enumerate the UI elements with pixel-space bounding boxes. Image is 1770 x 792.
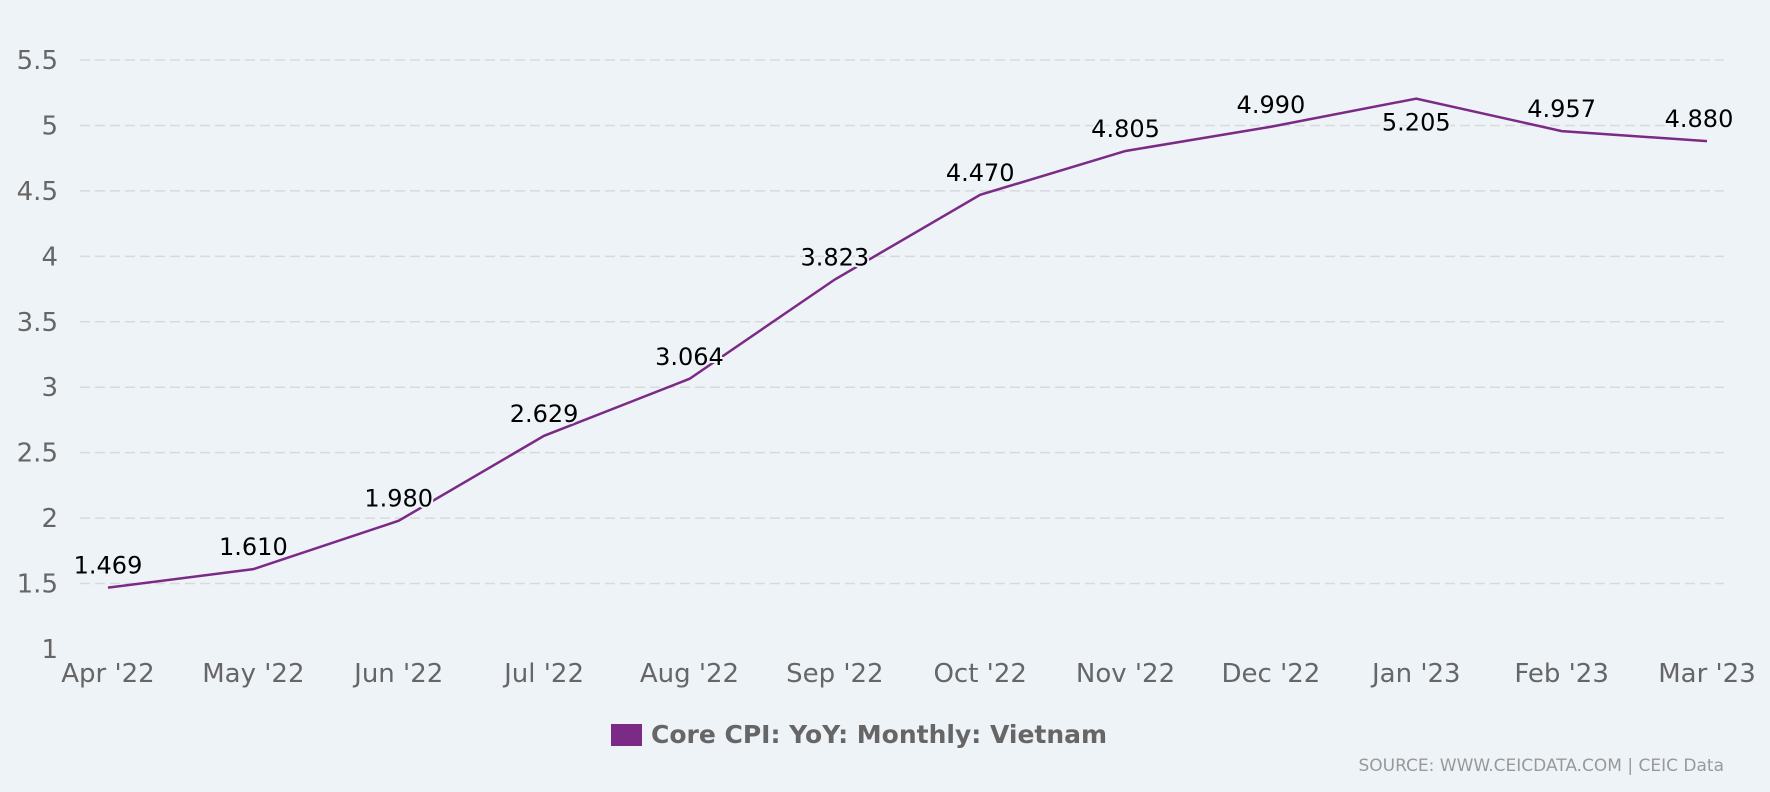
legend[interactable]: Core CPI: YoY: Monthly: Vietnam xyxy=(611,720,1107,749)
data-label: 4.957 xyxy=(1527,95,1596,123)
data-label: 2.629 xyxy=(510,400,579,428)
x-tick-label: Aug '22 xyxy=(640,659,739,689)
y-tick-label: 2.5 xyxy=(17,439,58,469)
data-label: 3.823 xyxy=(800,244,869,272)
data-labels: 1.469 1.610 1.980 2.629 3.064 3.823 4.470 4.805… xyxy=(72,89,1736,582)
data-label: 4.880 xyxy=(1665,105,1734,133)
y-tick-label: 4 xyxy=(41,242,58,272)
data-label: 1.980 xyxy=(364,485,433,513)
data-label: 4.990 xyxy=(1237,91,1306,119)
y-tick-label: 5.5 xyxy=(17,46,58,76)
x-tick-label: Jan '23 xyxy=(1370,659,1461,689)
data-label: 5.205 xyxy=(1382,109,1451,137)
source-credit: SOURCE: WWW.CEICDATA.COM | CEIC Data xyxy=(1358,756,1724,776)
x-axis: Apr '22 May '22 Jun '22 Jul '22 Aug '22 Sep '… xyxy=(61,659,1756,689)
data-label: 4.470 xyxy=(946,159,1015,187)
y-tick-label: 3 xyxy=(41,373,58,403)
x-tick-label: Oct '22 xyxy=(933,659,1026,689)
y-axis: 1 1.5 2 2.5 3 3.5 4 4.5 5 5.5 xyxy=(17,46,58,665)
y-tick-label: 1 xyxy=(41,635,58,665)
data-label: 1.469 xyxy=(74,552,143,580)
y-tick-label: 3.5 xyxy=(17,308,58,338)
x-tick-label: Sep '22 xyxy=(786,659,884,689)
legend-swatch xyxy=(611,724,642,746)
series-line xyxy=(107,97,1708,589)
legend-label: Core CPI: YoY: Monthly: Vietnam xyxy=(651,720,1107,749)
x-tick-label: Apr '22 xyxy=(61,659,154,689)
data-label: 4.805 xyxy=(1091,115,1160,143)
x-tick-label: Dec '22 xyxy=(1222,659,1321,689)
x-tick-label: May '22 xyxy=(202,659,304,689)
data-label: 3.064 xyxy=(655,343,724,371)
x-tick-label: Jun '22 xyxy=(352,659,443,689)
y-tick-label: 1.5 xyxy=(17,570,58,600)
x-tick-label: Nov '22 xyxy=(1076,659,1175,689)
gridlines xyxy=(80,59,1724,585)
x-tick-label: Mar '23 xyxy=(1658,659,1756,689)
data-label: 1.610 xyxy=(219,533,288,561)
x-tick-label: Jul '22 xyxy=(502,659,584,689)
y-tick-label: 2 xyxy=(41,504,58,534)
x-tick-label: Feb '23 xyxy=(1514,659,1609,689)
y-tick-label: 4.5 xyxy=(17,177,58,207)
y-tick-label: 5 xyxy=(41,111,58,141)
